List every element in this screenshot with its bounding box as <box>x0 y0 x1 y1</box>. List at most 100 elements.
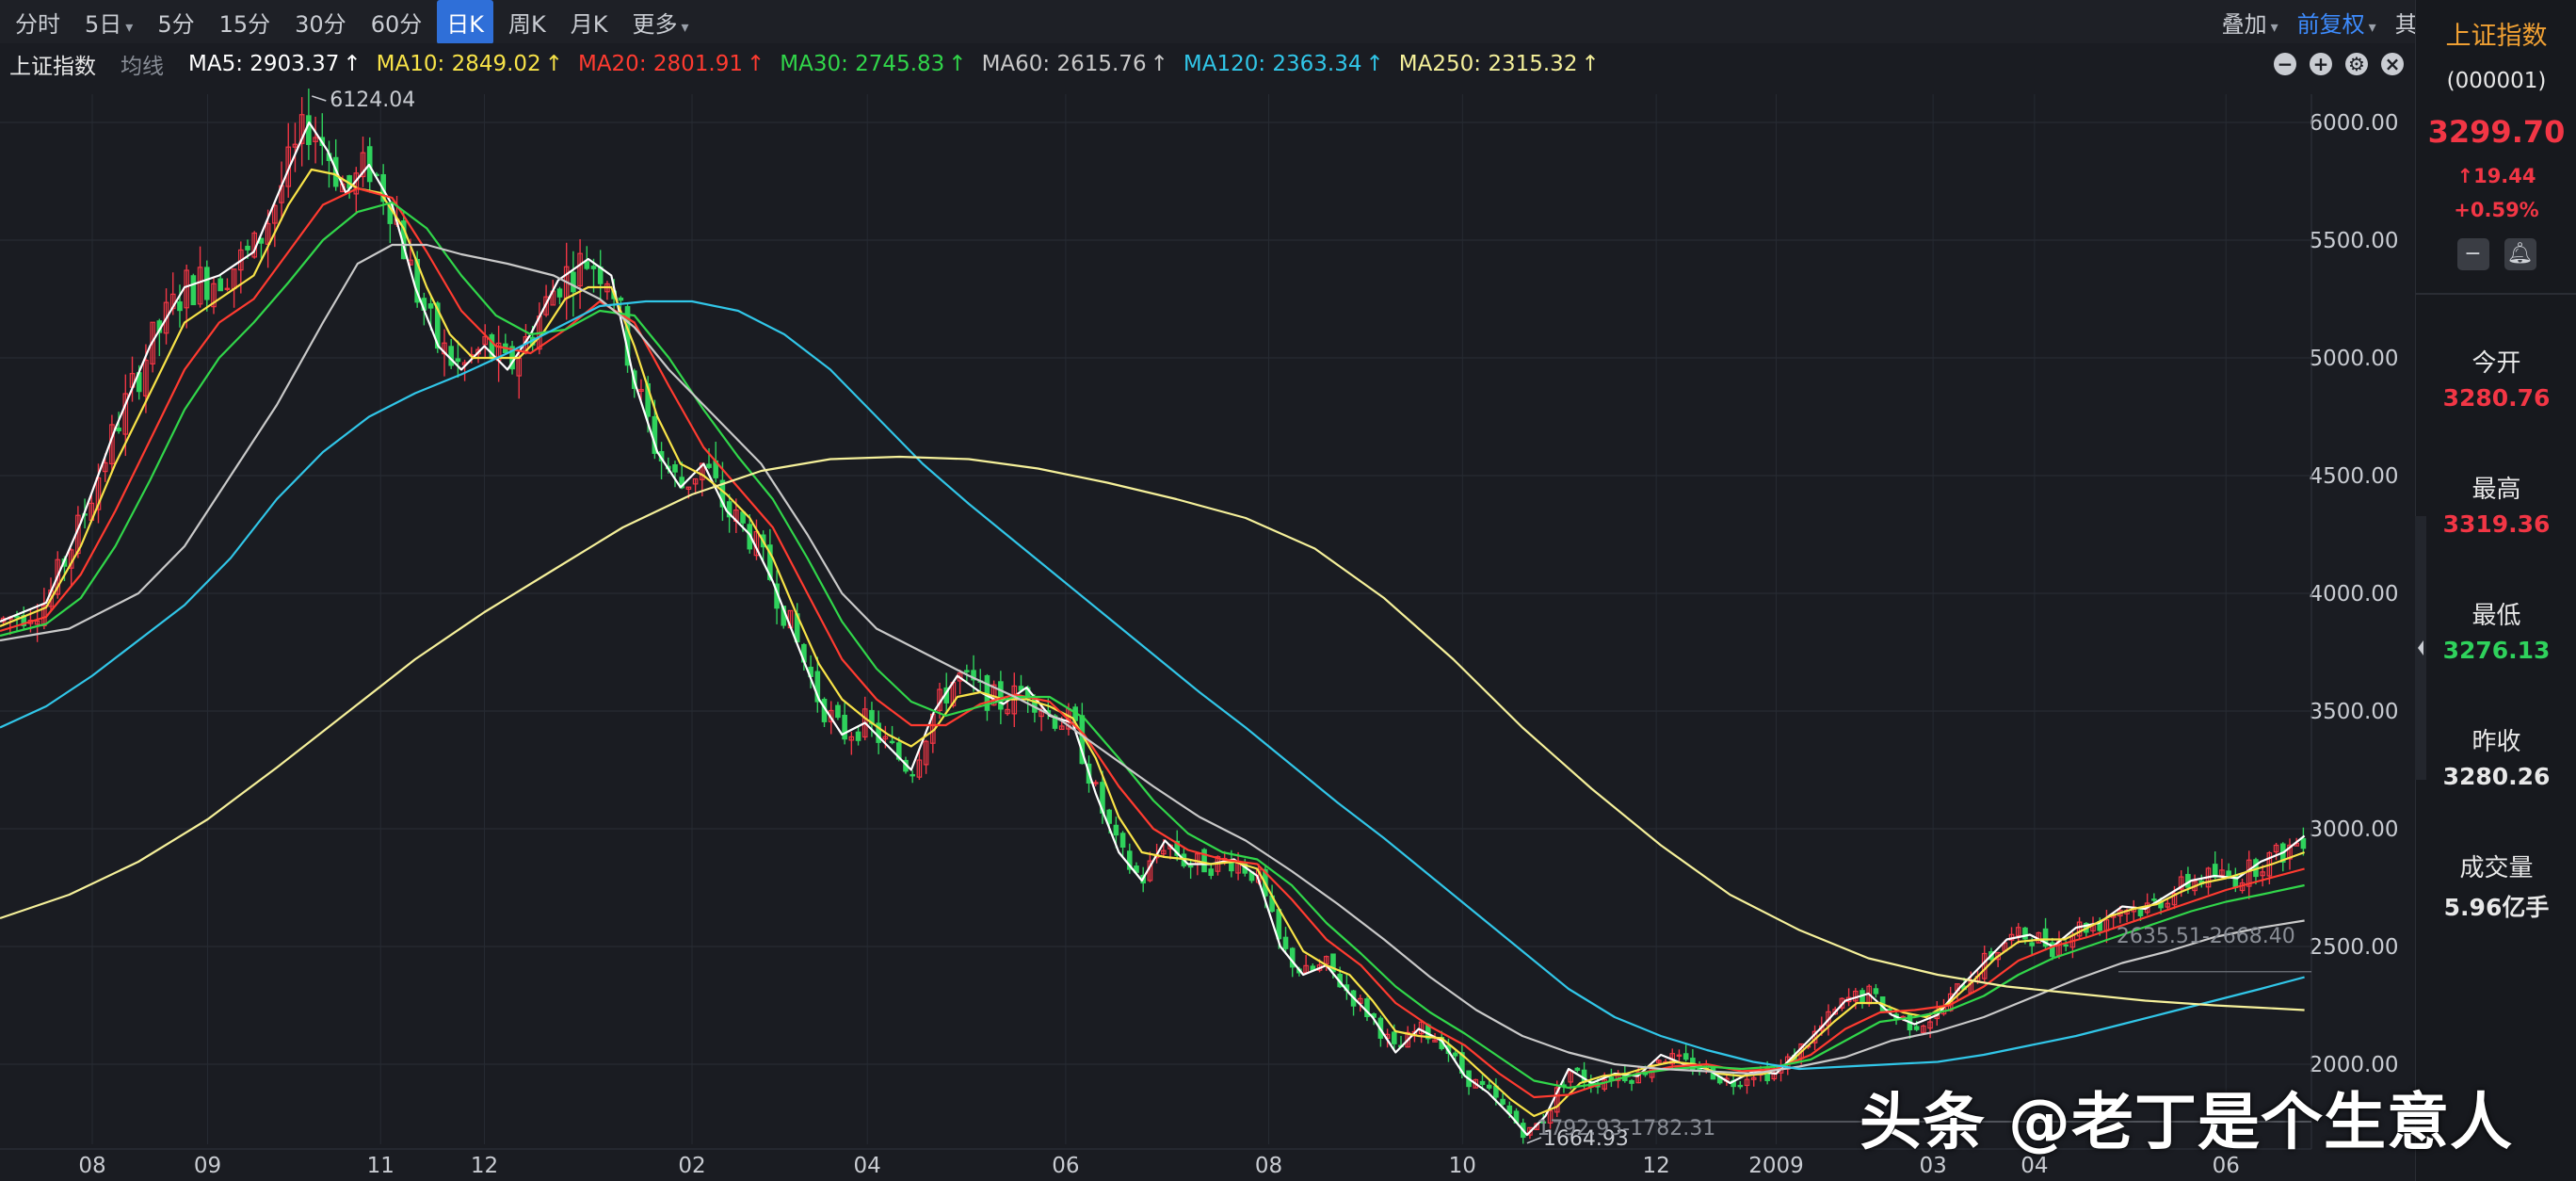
period-tab-3[interactable]: 15分 <box>218 10 271 38</box>
candle-body <box>1676 1054 1682 1058</box>
candle-body <box>1330 953 1336 973</box>
candle-body <box>1392 1031 1397 1044</box>
period-tab-4[interactable]: 30分 <box>295 10 346 38</box>
ma-line-ma60 <box>0 243 2305 1076</box>
ma-label-5: MA120: 2363.34 ↑ <box>1183 52 1384 76</box>
candle-body <box>122 393 129 435</box>
candle-body <box>1174 840 1181 856</box>
candle-body <box>1418 1021 1425 1035</box>
period-tab-0[interactable]: 分时 <box>15 10 60 38</box>
candle-body <box>2226 870 2231 878</box>
ma-label-2: MA20: 2801.91 ↑ <box>577 52 765 76</box>
ma-list: MA5: 2903.37 ↑ MA10: 2849.02 ↑ MA20: 2801.91… <box>173 52 1600 76</box>
candle-body <box>434 302 441 349</box>
period-toolbar: 分时 5日 ▾ 5分 15分 30分 60分 日K 周K 月K 更多 ▾ <box>0 0 2415 44</box>
period-tab-8[interactable]: 月K <box>570 10 608 38</box>
candle-body <box>700 462 705 480</box>
period-tab-9[interactable]: 更多 ▾ <box>632 10 689 38</box>
candle-body <box>245 245 250 251</box>
collapse-handle[interactable] <box>2415 516 2426 780</box>
y-tick-label: 6000.00 <box>2309 111 2398 136</box>
candle-body <box>34 620 40 625</box>
candle-body <box>414 258 420 303</box>
close-icon[interactable]: × <box>2381 53 2404 75</box>
candle-body <box>1629 1079 1634 1084</box>
x-tick-label: 03 <box>1919 1154 1946 1178</box>
watermark: 头条 @老丁是个生意人 <box>1860 1086 2513 1158</box>
period-tab-1[interactable]: 5日 ▾ <box>85 10 134 38</box>
candle-body <box>2287 844 2293 860</box>
candle-body <box>916 759 923 778</box>
candle-body <box>95 477 102 510</box>
candle-body <box>1527 1126 1533 1136</box>
candle-body <box>306 115 312 145</box>
x-tick-label: 06 <box>1052 1154 1079 1178</box>
x-tick-label: 04 <box>2021 1154 2048 1178</box>
candle-body <box>1405 1031 1411 1048</box>
candle-body <box>998 681 1004 710</box>
remove-watch-button[interactable]: − <box>2456 238 2489 270</box>
candle-body <box>2029 942 2035 946</box>
candle-body <box>482 335 489 346</box>
y-tick-label: 4000.00 <box>2309 582 2398 607</box>
candle-body <box>1106 809 1112 824</box>
candle-body <box>1323 956 1329 965</box>
candle-body <box>1500 1098 1505 1105</box>
candle-body <box>55 558 61 595</box>
chevron-down-icon: ▾ <box>125 17 134 36</box>
candle-body <box>2137 909 2144 916</box>
period-tab-6[interactable]: 日K <box>437 0 493 44</box>
candle-body <box>2151 898 2157 901</box>
candle-body <box>876 722 881 743</box>
x-tick-label: 08 <box>1255 1154 1282 1178</box>
candle-body <box>2246 859 2252 887</box>
candle-body <box>685 486 692 490</box>
candle-body <box>1873 988 1879 995</box>
candle-body <box>1554 1087 1560 1113</box>
period-tab-5[interactable]: 60分 <box>370 10 423 38</box>
candle-body <box>1364 998 1370 1018</box>
y-tick-label: 2500.00 <box>2309 935 2398 960</box>
candle-body <box>272 204 278 224</box>
candle-body <box>1832 1009 1838 1015</box>
candle-body <box>211 283 217 308</box>
y-tick-label: 3500.00 <box>2309 700 2398 724</box>
quote-sidebar: 上证指数 (000001) 3299.70 ↑19.44 +0.59% − 🔔︎… <box>2415 0 2576 1181</box>
stat-0: 今开 3280.76 <box>2442 349 2551 412</box>
candle-body <box>177 301 183 312</box>
candle-body <box>2022 927 2028 940</box>
ma-line-ma120 <box>0 299 2305 1071</box>
candle-body <box>889 740 895 744</box>
ma-type-label[interactable]: 均线 <box>121 55 164 79</box>
stat-3: 昨收 3280.26 <box>2442 728 2551 790</box>
candle-body <box>1161 849 1167 855</box>
adjust-dropdown[interactable]: 前复权 ▾ <box>2296 10 2376 38</box>
candle-body <box>2076 921 2083 937</box>
kline-chart[interactable]: 2000.00 2500.00 3000.00 3500.00 4000.00 4500.… <box>0 85 2415 1181</box>
sidebar-title: 上证指数 <box>2445 22 2548 51</box>
candle-body <box>1452 1052 1458 1057</box>
candle-body <box>360 152 366 178</box>
candle-body <box>842 714 847 740</box>
candle-body <box>584 261 590 269</box>
bell-icon[interactable]: 🔔︎ <box>2504 238 2536 270</box>
ma-line-ma250 <box>0 455 2305 1011</box>
candle-body <box>203 267 210 300</box>
candle-body <box>1126 850 1133 870</box>
overlay-dropdown[interactable]: 叠加 ▾ <box>2221 10 2278 38</box>
candle-body <box>2171 892 2178 906</box>
period-tab-2[interactable]: 5分 <box>157 10 195 38</box>
ma-label-6: MA250: 2315.32 ↑ <box>1398 52 1600 76</box>
candle-body <box>14 615 20 619</box>
period-tab-7[interactable]: 周K <box>507 10 546 38</box>
x-tick-label: 2009 <box>1748 1154 1804 1178</box>
candle-body <box>855 731 861 741</box>
minus-icon[interactable]: − <box>2274 53 2296 75</box>
candle-body <box>224 287 231 290</box>
x-tick-label: 12 <box>1642 1154 1669 1178</box>
candle-body <box>1750 1076 1757 1080</box>
gear-icon[interactable]: ⚙ <box>2345 53 2368 75</box>
y-tick-label: 5000.00 <box>2309 347 2398 371</box>
y-tick-label: 2000.00 <box>2309 1053 2398 1077</box>
plus-icon[interactable]: + <box>2310 53 2332 75</box>
